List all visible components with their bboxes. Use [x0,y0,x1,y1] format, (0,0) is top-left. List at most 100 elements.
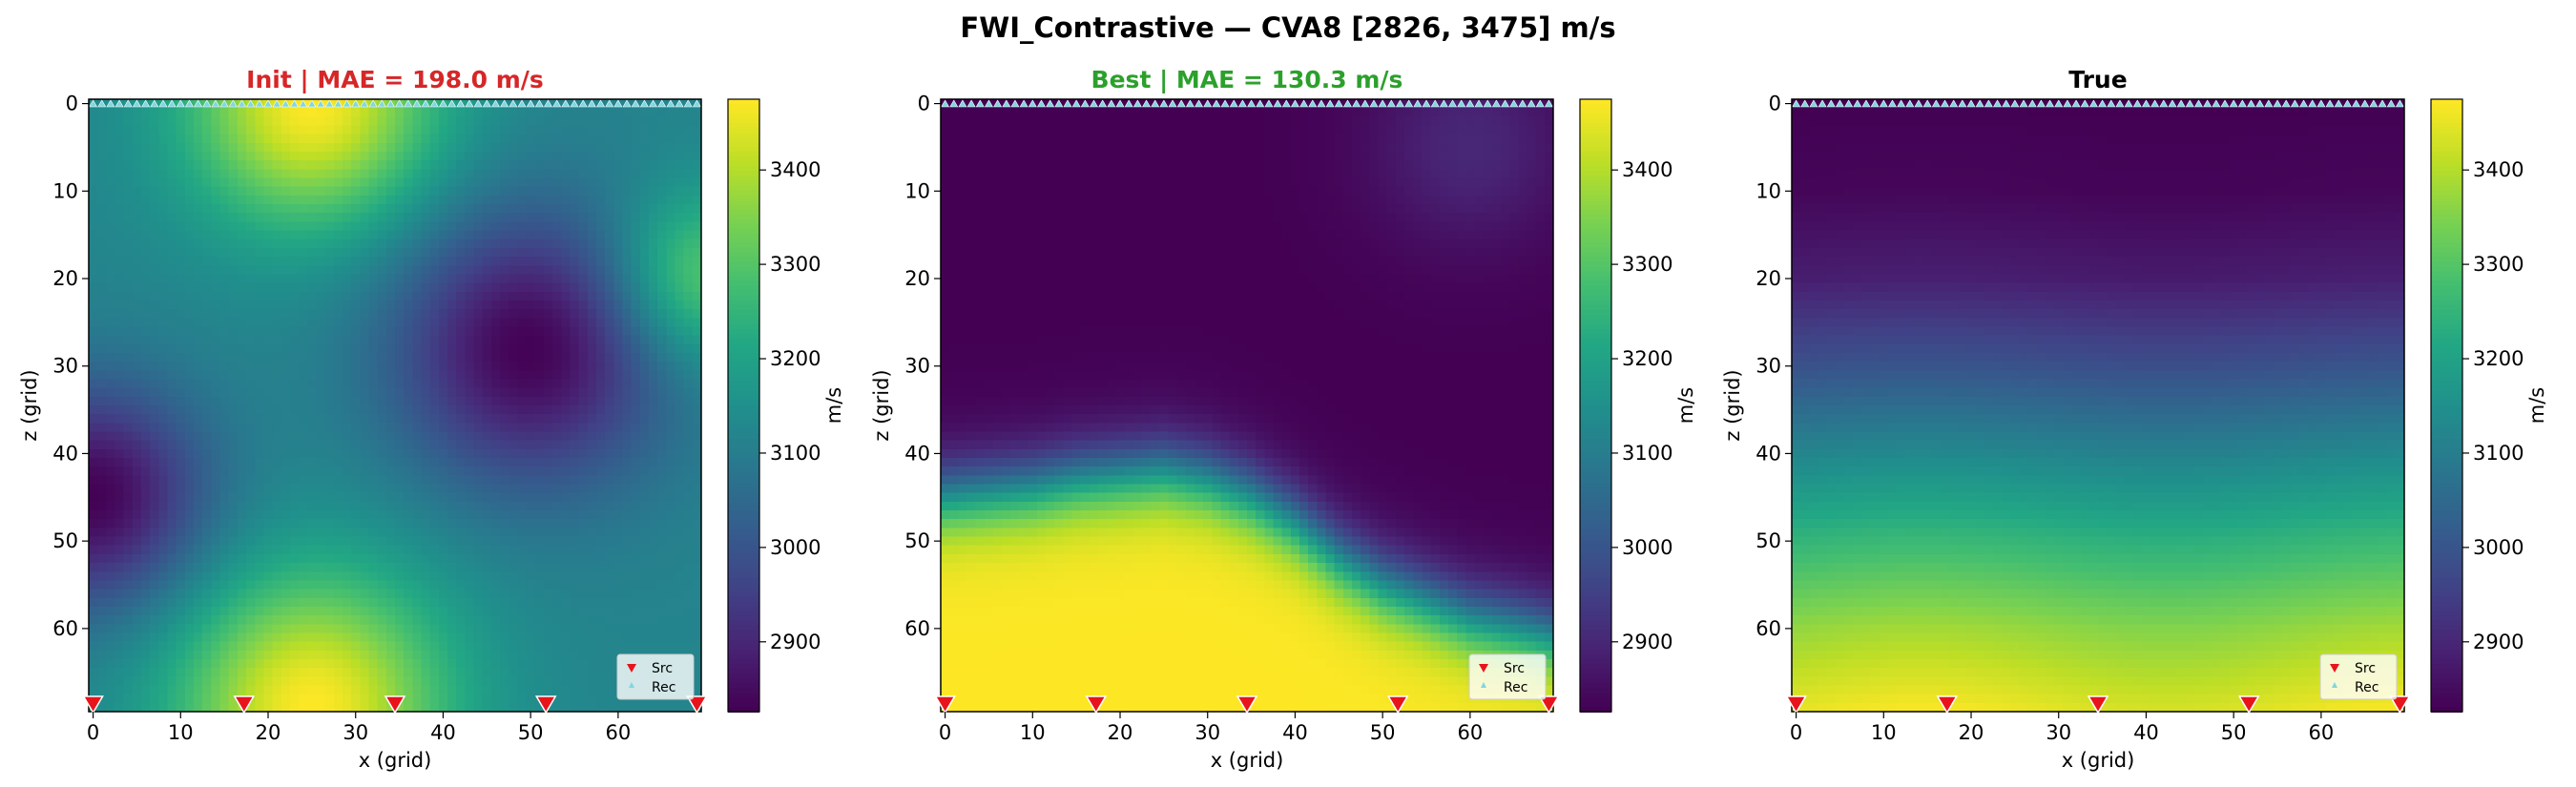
heatmap-cell [570,650,580,660]
heatmap-cell [167,221,177,232]
heatmap-cell [385,116,396,127]
heatmap-cell [456,492,466,503]
heatmap-cell [184,448,195,459]
heatmap-cell [158,291,169,301]
heatmap-cell [324,632,335,643]
heatmap-cell [316,142,326,153]
heatmap-cell [534,370,545,381]
heatmap-cell [657,204,667,214]
heatmap-cell [675,597,685,608]
heatmap-cell [237,318,247,328]
heatmap-cell [141,396,151,406]
receiver-marker [176,99,185,108]
heatmap-cell [648,458,658,467]
heatmap-cell [613,466,624,476]
heatmap-cell [114,528,125,538]
heatmap-cell [141,108,151,117]
heatmap-cell [202,624,212,634]
heatmap-cell [622,545,633,555]
heatmap-cell [141,641,151,652]
heatmap-cell [395,152,405,161]
heatmap-cell [534,423,545,433]
heatmap-cell [176,108,186,117]
heatmap-cell [570,169,580,179]
heatmap-cell [666,632,676,643]
receiver-marker [675,99,684,108]
heatmap-cell [219,335,230,345]
heatmap-cell [167,247,177,258]
heatmap-cell [158,352,169,362]
heatmap-cell [429,152,440,161]
heatmap-cell [246,440,256,450]
heatmap-cell [404,265,413,276]
heatmap-cell [447,265,457,276]
receiver-marker [272,99,281,108]
heatmap-cell [570,545,580,555]
heatmap-cell [351,641,361,652]
heatmap-cell [351,580,361,590]
heatmap-cell [158,606,169,616]
heatmap-cell [141,213,151,222]
heatmap-cell [246,589,256,599]
heatmap-cell [255,274,265,284]
heatmap-cell [150,475,159,486]
heatmap-cell [219,641,230,652]
heatmap-cell [648,300,658,310]
heatmap-cell [194,641,203,652]
heatmap-cell [237,458,247,467]
heatmap-cell [657,475,667,486]
heatmap-cell [237,668,247,677]
heatmap-cell [176,370,186,381]
heatmap-cell [219,343,230,354]
heatmap-cell [395,484,405,494]
heatmap-cell [412,431,423,442]
heatmap-cell [595,615,606,625]
receiver-marker [343,99,352,108]
heatmap-cell [360,282,370,293]
heatmap-cell [202,606,212,616]
heatmap-cell [595,318,606,328]
heatmap-cell [578,563,589,572]
heatmap-cell [456,169,466,179]
heatmap-cell [194,300,203,310]
heatmap-cell [692,440,702,450]
heatmap-cell [272,423,282,433]
heatmap-cell [141,702,151,713]
heatmap-cell [500,230,509,240]
heatmap-cell [255,230,265,240]
heatmap-cell [543,580,553,590]
heatmap-cell [395,676,405,687]
heatmap-cell [324,475,335,486]
heatmap-cell [578,606,589,616]
heatmap-cell [280,221,291,232]
heatmap-cell [184,370,195,381]
heatmap-cell [465,650,475,660]
heatmap-cell [421,160,431,170]
heatmap-cell [176,160,186,170]
heatmap-cell [552,282,562,293]
heatmap-cell [490,606,501,616]
heatmap-cell [675,282,685,293]
heatmap-cell [114,387,125,398]
heatmap-cell [167,685,177,695]
heatmap-cell [141,405,151,415]
heatmap-cell [473,116,484,127]
heatmap-cell [272,492,282,503]
heatmap-cell [316,291,326,301]
heatmap-cell [482,536,492,547]
heatmap-cell [167,134,177,144]
heatmap-cell [176,658,186,669]
heatmap-cell [587,379,597,389]
heatmap-cell [158,282,169,293]
heatmap-cell [639,352,650,362]
heatmap-cell [385,553,396,564]
heatmap-cell [97,142,107,153]
heatmap-cell [342,116,352,127]
heatmap-cell [509,440,518,450]
heatmap-cell [89,580,98,590]
heatmap-cell [526,536,536,547]
heatmap-cell [219,265,230,276]
heatmap-cell [368,169,379,179]
heatmap-cell [447,247,457,258]
heatmap-cell [333,379,343,389]
